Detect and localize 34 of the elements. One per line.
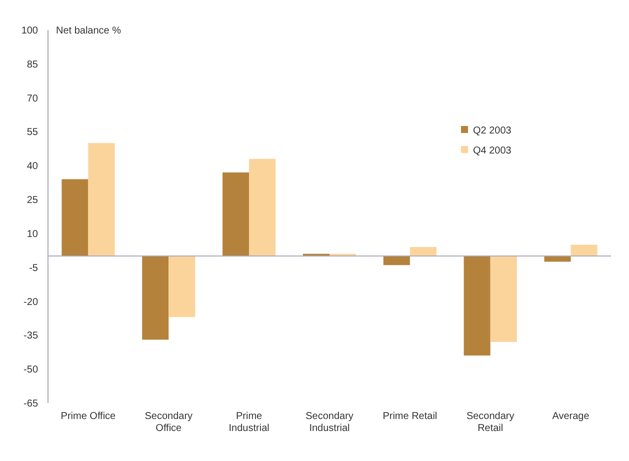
y-tick-label: 10 <box>26 228 38 240</box>
bar <box>168 256 196 318</box>
y-tick-label: 25 <box>26 195 38 206</box>
y-tick-label: 40 <box>26 161 38 172</box>
x-tick-label: Prime Industrial <box>228 411 270 434</box>
y-tick-label: 100 <box>21 26 38 36</box>
bar <box>410 247 436 256</box>
x-tick-label: Prime Office <box>60 411 116 422</box>
y-tick-label: 70 <box>26 93 38 104</box>
bar <box>142 256 169 340</box>
bar <box>222 172 250 256</box>
legend-label: Q4 2003 <box>473 146 512 156</box>
y-tick-label: -20 <box>24 296 38 308</box>
y-axis-title: Net balance % <box>56 26 122 36</box>
bar <box>62 179 88 256</box>
y-tick-label: 85 <box>26 59 38 70</box>
y-tick-label: -65 <box>24 398 38 410</box>
y-tick-label: -5 <box>29 262 38 274</box>
bar <box>249 158 276 256</box>
x-tick-label: Average <box>552 411 590 422</box>
bar <box>464 256 490 356</box>
bar <box>570 244 598 256</box>
bar <box>544 256 571 262</box>
y-tick-label: -50 <box>24 364 38 376</box>
y-tick-label: 55 <box>26 127 38 138</box>
bar <box>88 143 115 256</box>
x-tick-label: Secondary Industrial <box>306 411 354 434</box>
x-tick-label: Secondary Office <box>144 411 193 434</box>
x-tick-label: Secondary Retail <box>466 411 514 434</box>
bar <box>383 256 410 266</box>
y-tick-label: -35 <box>24 330 38 342</box>
x-tick-label: Prime Retail <box>382 411 438 422</box>
legend-label: Q2 2003 <box>473 126 512 136</box>
bar <box>490 256 517 342</box>
